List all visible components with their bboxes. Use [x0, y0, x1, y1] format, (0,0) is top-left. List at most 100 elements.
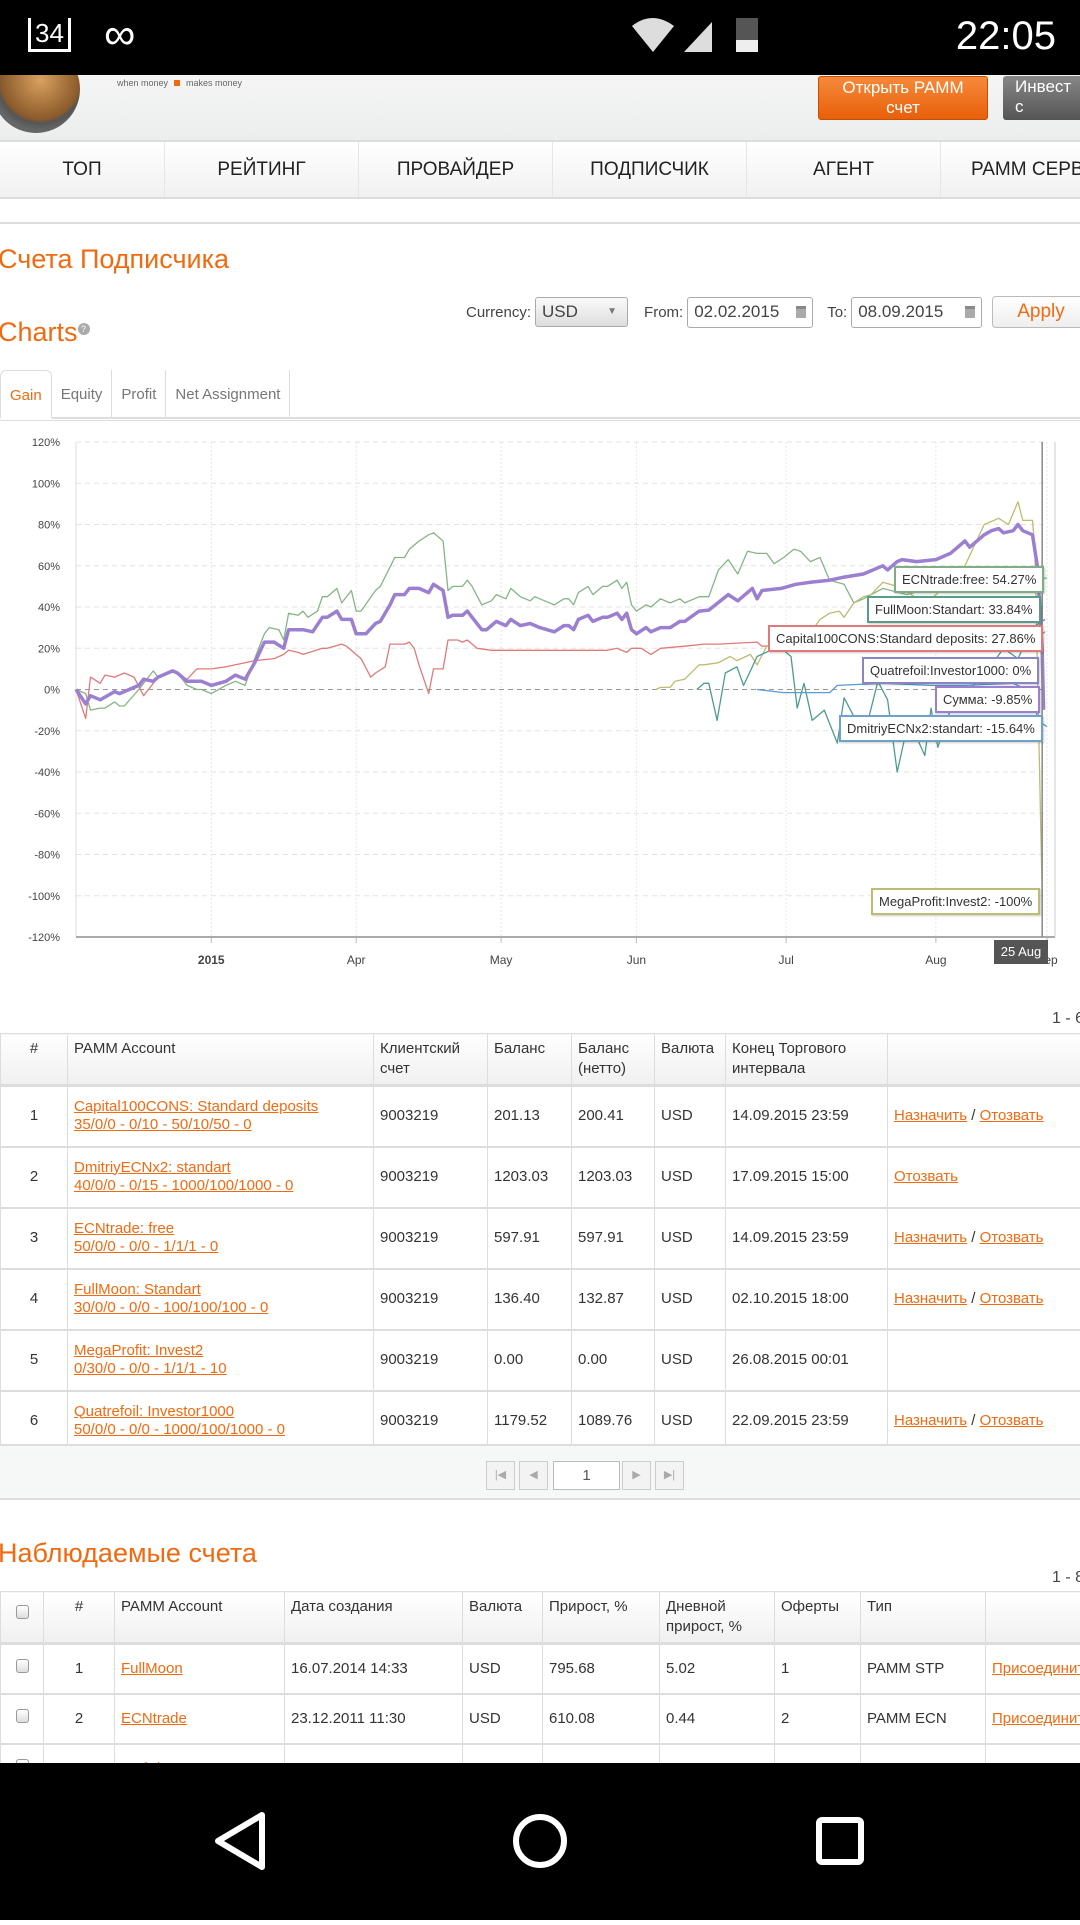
- nav-top[interactable]: ТОП: [0, 142, 165, 197]
- row-checkbox[interactable]: [16, 1659, 29, 1673]
- from-label: From:: [644, 304, 683, 321]
- account-terms: 40/0/0 - 0/15 - 1000/100/1000 - 0: [74, 1177, 293, 1195]
- pamm-account-link[interactable]: FullMoon: [121, 1660, 183, 1677]
- client-cell: 9003219: [374, 1208, 488, 1269]
- end-cell: 17.09.2015 15:00: [726, 1147, 888, 1208]
- nav-rating[interactable]: РЕЙТИНГ: [165, 142, 359, 197]
- net-cell: 1203.03: [572, 1147, 655, 1208]
- last-page-button[interactable]: ▶|: [655, 1461, 684, 1490]
- first-page-button[interactable]: |◀: [486, 1461, 515, 1490]
- tab-equity[interactable]: Equity: [52, 370, 113, 417]
- separator: /: [967, 1107, 980, 1124]
- row-checkbox[interactable]: [16, 1709, 29, 1723]
- prev-page-button[interactable]: ◀: [519, 1461, 548, 1490]
- divider: [0, 222, 1080, 224]
- offers-cell: 1: [775, 1644, 861, 1694]
- client-cell: 9003219: [374, 1086, 488, 1147]
- join-link[interactable]: Присоединиться: [992, 1660, 1080, 1677]
- logo[interactable]: [0, 75, 80, 133]
- row-number: 4: [1, 1269, 68, 1330]
- y-tick-label: -60%: [34, 808, 60, 820]
- offers-cell: 2: [775, 1694, 861, 1744]
- signal-battery-icons: [632, 14, 782, 54]
- revoke-link[interactable]: Отозвать: [980, 1412, 1044, 1429]
- end-cell: 22.09.2015 23:59: [726, 1391, 888, 1452]
- nav-pamm-service[interactable]: PAMM СЕРВИС: [941, 142, 1080, 197]
- nav-agent[interactable]: АГЕНТ: [747, 142, 941, 197]
- watched-range: 1 - 8: [1052, 1569, 1080, 1587]
- pager: |◀ ◀ 1 ▶ ▶|: [0, 1444, 1080, 1500]
- calendar-icon[interactable]: [796, 306, 806, 318]
- actions-cell: Отозвать: [888, 1147, 1080, 1208]
- action-cell: Присоединиться: [986, 1644, 1080, 1694]
- nav-provider[interactable]: ПРОВАЙДЕР: [359, 142, 553, 197]
- crosshair-date-label: 25 Aug: [994, 940, 1048, 964]
- select-all-checkbox[interactable]: [16, 1605, 29, 1619]
- assign-link[interactable]: Назначить: [894, 1290, 967, 1307]
- apply-button[interactable]: Apply: [992, 296, 1080, 328]
- y-tick-label: 20%: [38, 643, 60, 655]
- row-number: 1: [44, 1644, 115, 1694]
- to-date-input[interactable]: 08.09.2015: [851, 297, 982, 328]
- main-nav: ТОП РЕЙТИНГ ПРОВАЙДЕР ПОДПИСЧИК АГЕНТ PA…: [0, 140, 1080, 199]
- assign-link[interactable]: Назначить: [894, 1412, 967, 1429]
- client-cell: 9003219: [374, 1269, 488, 1330]
- revoke-link[interactable]: Отозвать: [894, 1168, 958, 1185]
- assign-link[interactable]: Назначить: [894, 1107, 967, 1124]
- action-cell: Присоединиться: [986, 1694, 1080, 1744]
- row-number: 3: [1, 1208, 68, 1269]
- daily-cell: 0.44: [660, 1694, 775, 1744]
- account-terms: 0/30/0 - 0/0 - 1/1/1 - 10: [74, 1360, 227, 1378]
- client-cell: 9003219: [374, 1147, 488, 1208]
- page-input[interactable]: 1: [553, 1461, 620, 1490]
- net-cell: 200.41: [572, 1086, 655, 1147]
- y-tick-label: 0%: [44, 685, 60, 697]
- column-header: Конец Торгового интервала: [726, 1034, 888, 1086]
- android-nav-bar: [0, 1763, 1080, 1920]
- net-cell: 0.00: [572, 1330, 655, 1391]
- wifi-icon: [632, 18, 674, 52]
- y-tick-label: -120%: [28, 932, 60, 944]
- currency-select[interactable]: USD▼: [535, 297, 628, 327]
- assign-link[interactable]: Назначить: [894, 1229, 967, 1246]
- recents-icon[interactable]: [819, 1820, 861, 1862]
- tab-net-assignment[interactable]: Net Assignment: [166, 370, 290, 417]
- x-tick-label: May: [490, 953, 513, 967]
- x-tick-label: 2015: [198, 953, 225, 967]
- pamm-account-link[interactable]: ECNtrade: [121, 1710, 187, 1727]
- from-date-input[interactable]: 02.02.2015: [687, 297, 813, 328]
- revoke-link[interactable]: Отозвать: [980, 1229, 1044, 1246]
- join-link[interactable]: Присоединиться: [992, 1710, 1080, 1727]
- charts-title: Charts?: [0, 317, 90, 348]
- home-icon[interactable]: [516, 1817, 564, 1865]
- actions-cell: Назначить / Отозвать: [888, 1269, 1080, 1330]
- back-icon[interactable]: [218, 1815, 262, 1867]
- column-header: Баланс: [488, 1034, 572, 1086]
- calendar-icon[interactable]: [965, 306, 975, 318]
- next-page-button[interactable]: ▶: [622, 1461, 651, 1490]
- help-icon[interactable]: ?: [78, 323, 90, 335]
- tab-gain[interactable]: Gain: [0, 370, 52, 419]
- revoke-link[interactable]: Отозвать: [980, 1290, 1044, 1307]
- column-header: Валюта: [463, 1592, 543, 1644]
- tab-profit[interactable]: Profit: [112, 370, 166, 417]
- nav-subscriber[interactable]: ПОДПИСЧИК: [553, 142, 747, 197]
- x-tick-label: Jul: [778, 953, 793, 967]
- account-name: Quatrefoil: Investor1000: [74, 1403, 285, 1421]
- select-all-checkbox-header[interactable]: [1, 1592, 44, 1644]
- pamm-account-cell: FullMoon: [115, 1644, 285, 1694]
- revoke-link[interactable]: Отозвать: [980, 1107, 1044, 1124]
